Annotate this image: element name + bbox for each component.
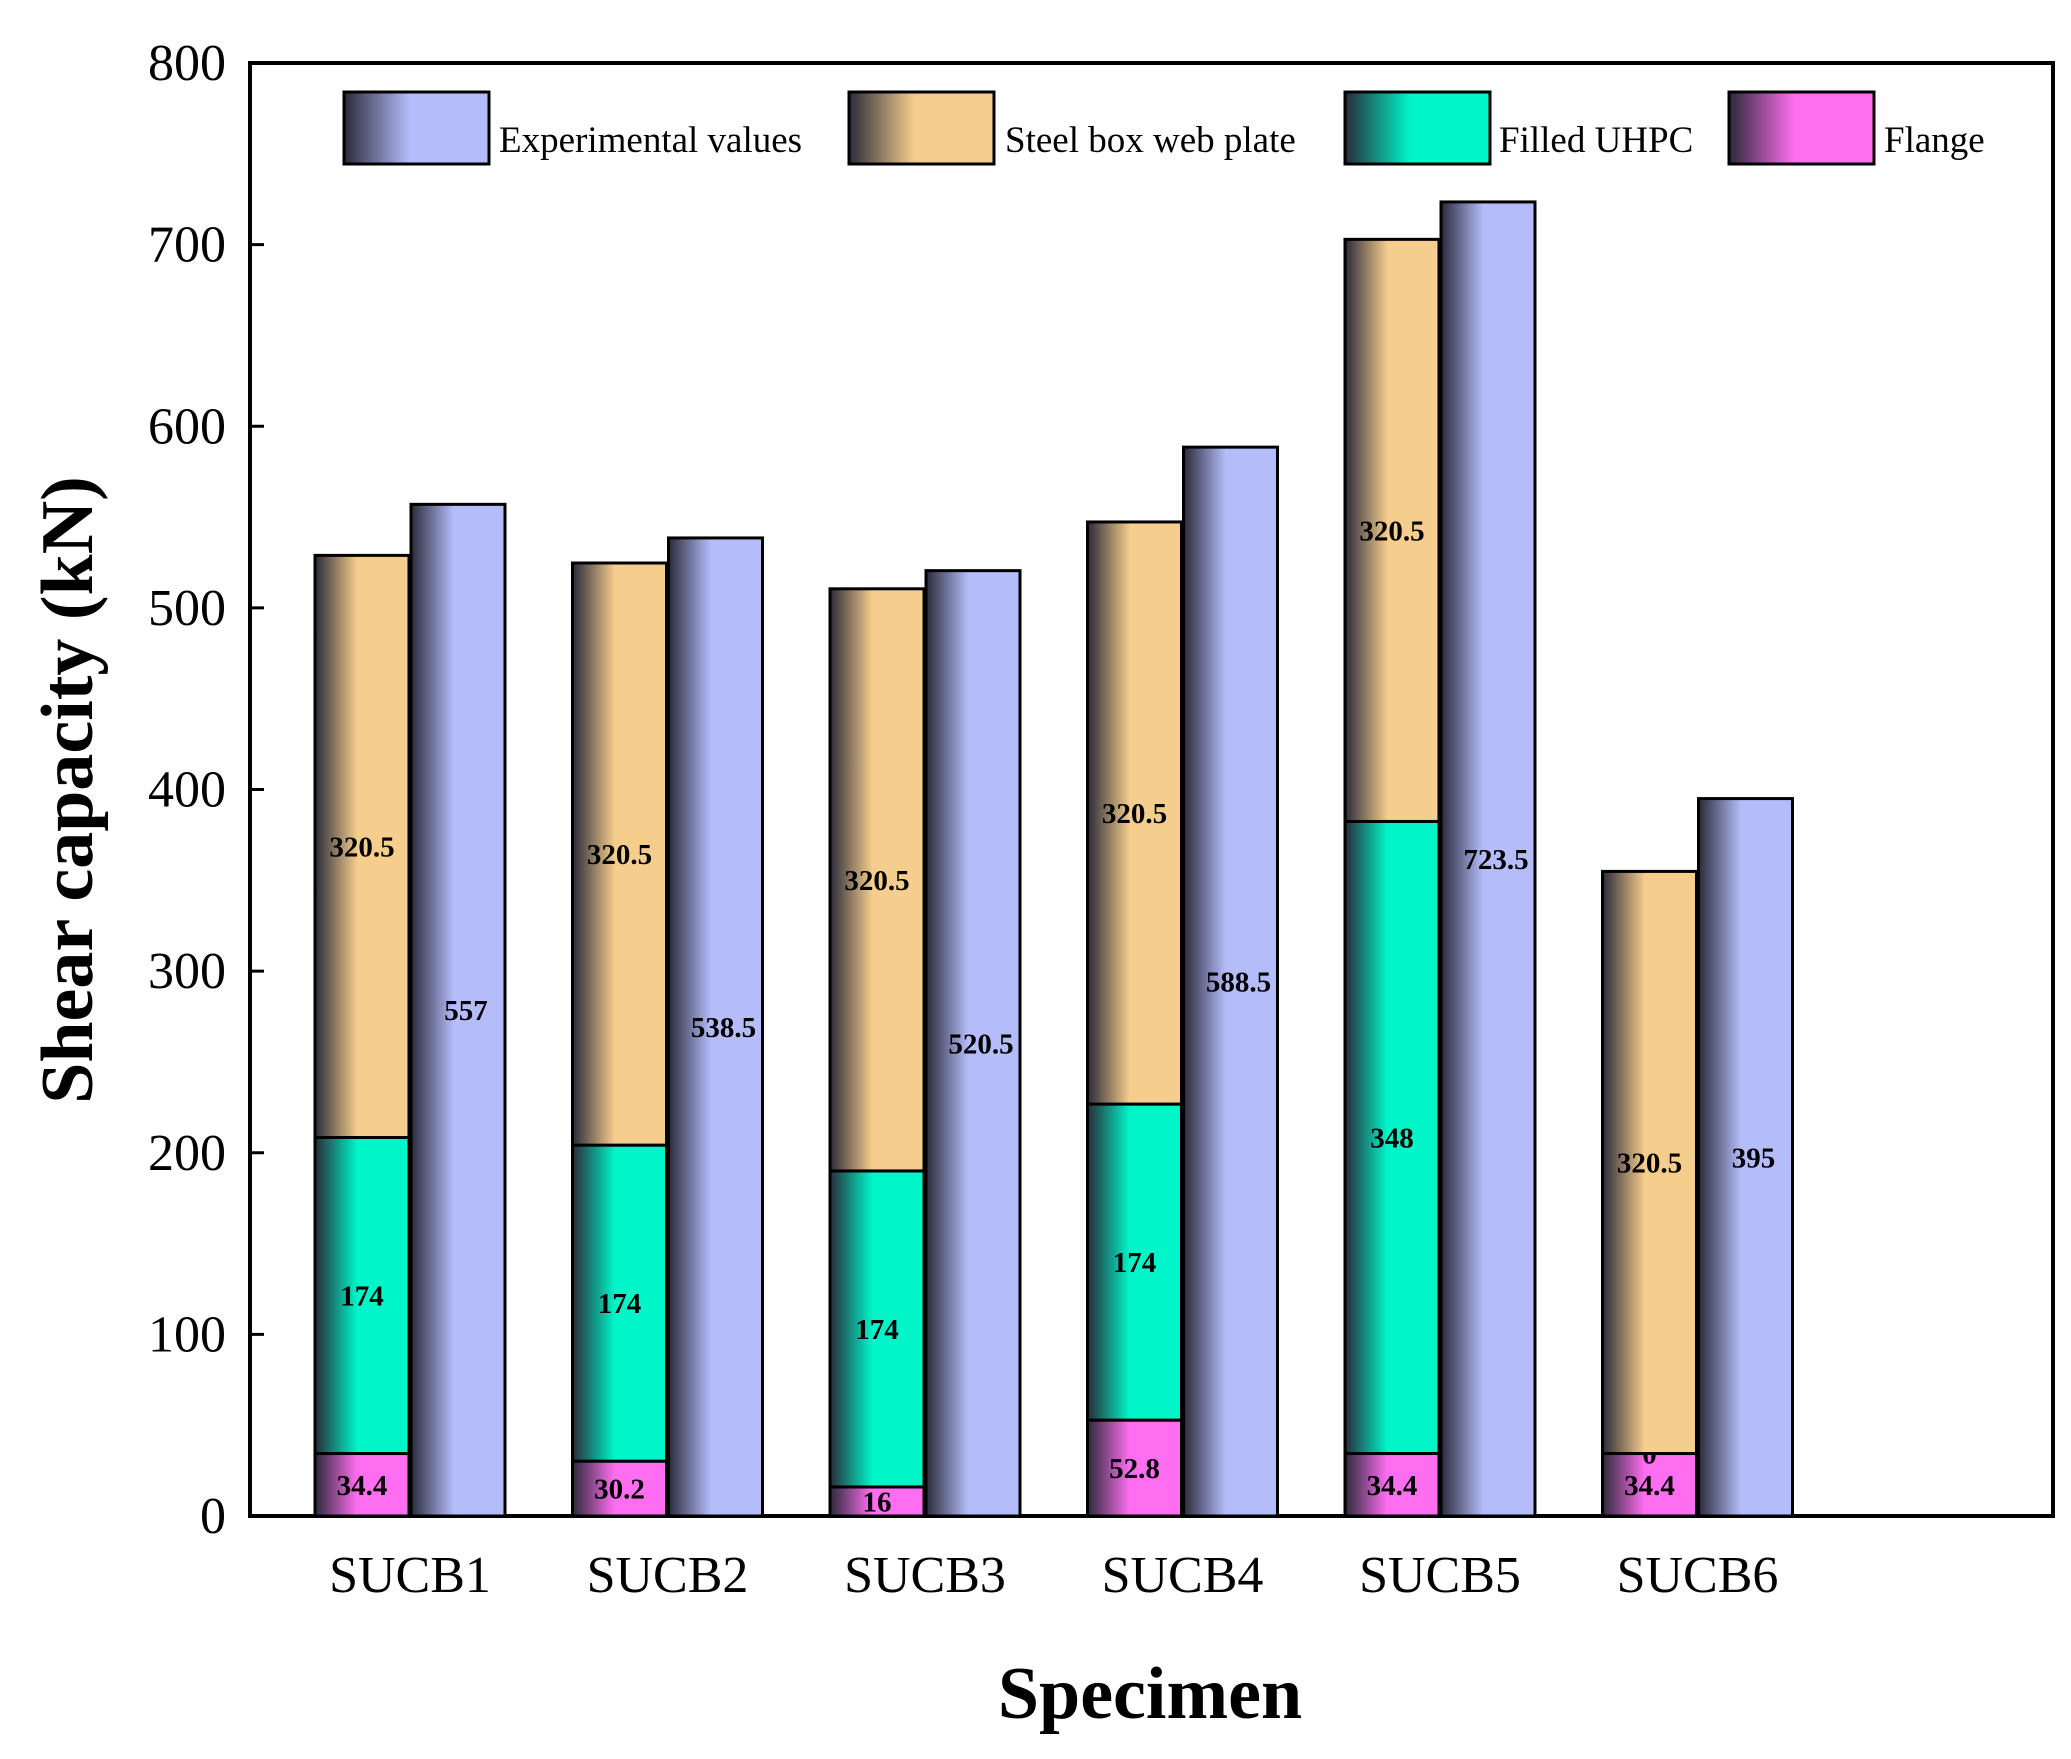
y-tick-label: 400 xyxy=(148,762,226,819)
legend-label-flange: Flange xyxy=(1884,120,1985,161)
y-tick-label: 300 xyxy=(148,943,226,1000)
bar-steel-box-web-plate-sucb5 xyxy=(1343,237,1441,823)
label-filled-uhpc-sucb2: 174 xyxy=(598,1288,642,1320)
label-steel-box-web-plate-sucb3: 320.5 xyxy=(844,865,909,897)
y-axis-title: Shear capacity (kN) xyxy=(27,476,109,1104)
x-tick-label-sucb4: SUCB4 xyxy=(1102,1547,1264,1604)
bar-flange-sucb4 xyxy=(1086,1418,1183,1518)
x-tick-label-sucb2: SUCB2 xyxy=(587,1547,749,1604)
bar-flange-sucb3 xyxy=(828,1485,926,1518)
bar-steel-box-web-plate-sucb6 xyxy=(1601,869,1698,1456)
bar-experimental-sucb3 xyxy=(924,569,1022,1518)
bar-experimental-sucb5 xyxy=(1439,200,1537,1518)
bar-steel-box-web-plate-sucb3 xyxy=(828,587,926,1173)
bars: 34.4 174 320.5 557 30.2 174 320.5 538.5 16 174 320… xyxy=(313,200,1794,1518)
x-axis-title: Specimen xyxy=(998,1653,1302,1735)
label-flange-sucb2: 30.2 xyxy=(594,1474,645,1506)
y-tick-label: 700 xyxy=(148,217,226,274)
x-tick-label-sucb5: SUCB5 xyxy=(1359,1547,1521,1604)
bar-experimental-sucb4 xyxy=(1182,445,1279,1518)
x-tick-label-sucb6: SUCB6 xyxy=(1617,1547,1779,1604)
bar-filled-uhpc-sucb2 xyxy=(571,1143,668,1463)
legend-swatch-flange xyxy=(1727,90,1876,166)
legend-swatch-filled-uhpc xyxy=(1343,90,1492,166)
bar-filled-uhpc-sucb5 xyxy=(1343,819,1441,1456)
y-tick-label: 800 xyxy=(148,35,226,92)
label-experimental-sucb3: 520.5 xyxy=(948,1028,1013,1060)
bar-experimental-sucb2 xyxy=(667,536,764,1518)
label-flange-sucb6: 34.4 xyxy=(1624,1470,1675,1502)
bar-flange-sucb6 xyxy=(1601,1452,1698,1518)
label-steel-box-web-plate-sucb1: 320.5 xyxy=(329,831,394,863)
bar-steel-box-web-plate-sucb1 xyxy=(313,553,411,1139)
x-axis: SUCB1 SUCB2 SUCB3 SUCB4 SUCB5 SUCB6 xyxy=(329,1547,1778,1604)
label-filled-uhpc-sucb5: 348 xyxy=(1370,1122,1414,1154)
bar-steel-box-web-plate-sucb4 xyxy=(1086,520,1183,1106)
label-flange-sucb5: 34.4 xyxy=(1367,1470,1418,1502)
bar-filled-uhpc-sucb1 xyxy=(313,1135,411,1456)
label-experimental-sucb4: 588.5 xyxy=(1206,967,1271,999)
y-axis: 0 100 200 300 400 500 600 700 800 xyxy=(148,35,264,1545)
bar-flange-sucb2 xyxy=(571,1459,668,1518)
label-experimental-sucb1: 557 xyxy=(444,995,488,1027)
label-steel-box-web-plate-sucb2: 320.5 xyxy=(587,839,652,871)
legend: Experimental values Steel box web plate Fi… xyxy=(342,90,1985,166)
legend-label-steel-box-web-plate: Steel box web plate xyxy=(1005,120,1296,161)
label-steel-box-web-plate-sucb6: 320.5 xyxy=(1617,1147,1682,1179)
y-tick-label: 200 xyxy=(148,1125,226,1182)
label-filled-uhpc-sucb3: 174 xyxy=(855,1314,899,1346)
bar-steel-box-web-plate-sucb2 xyxy=(571,561,668,1147)
label-flange-sucb3: 16 xyxy=(863,1486,892,1518)
label-steel-box-web-plate-sucb4: 320.5 xyxy=(1102,798,1167,830)
bar-experimental-sucb1 xyxy=(409,502,507,1518)
legend-label-experimental-values: Experimental values xyxy=(499,120,802,161)
y-tick-label: 500 xyxy=(148,580,226,637)
label-experimental-sucb2: 538.5 xyxy=(691,1012,756,1044)
x-tick-label-sucb1: SUCB1 xyxy=(329,1547,491,1604)
y-tick-label: 100 xyxy=(148,1306,226,1363)
legend-swatch-experimental-values xyxy=(342,90,491,166)
label-filled-uhpc-sucb4: 174 xyxy=(1113,1247,1157,1279)
label-steel-box-web-plate-sucb5: 320.5 xyxy=(1359,515,1424,547)
bar-experimental-sucb6 xyxy=(1697,797,1794,1518)
bar-filled-uhpc-sucb3 xyxy=(828,1169,926,1489)
label-flange-sucb4: 52.8 xyxy=(1109,1453,1160,1485)
label-experimental-sucb6: 395 xyxy=(1732,1142,1776,1174)
x-tick-label-sucb3: SUCB3 xyxy=(844,1547,1006,1604)
label-experimental-sucb5: 723.5 xyxy=(1463,844,1528,876)
y-tick-label: 0 xyxy=(200,1488,226,1545)
label-filled-uhpc-sucb1: 174 xyxy=(340,1281,384,1313)
legend-swatch-steel-box-web-plate xyxy=(847,90,996,166)
bar-flange-sucb1 xyxy=(313,1452,411,1518)
legend-label-filled-uhpc: Filled UHPC xyxy=(1499,120,1693,161)
y-tick-label: 600 xyxy=(148,398,226,455)
label-flange-sucb1: 34.4 xyxy=(337,1470,388,1502)
bar-filled-uhpc-sucb4 xyxy=(1086,1102,1183,1422)
